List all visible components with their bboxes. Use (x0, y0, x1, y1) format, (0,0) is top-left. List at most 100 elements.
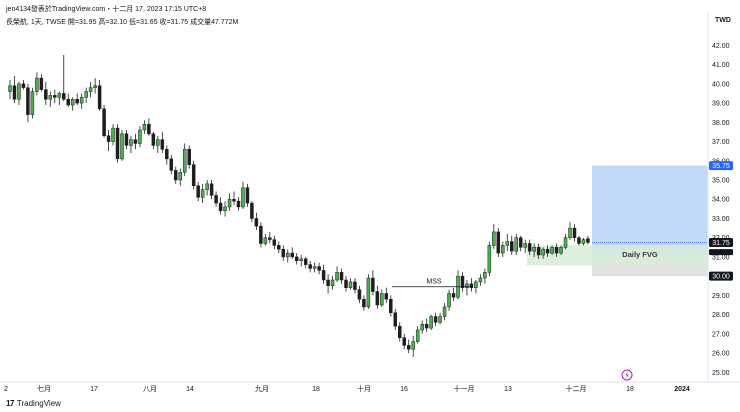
annotations-layer: MSS Daily FVG (392, 242, 708, 381)
volume-label: 成交量 (190, 19, 212, 26)
y-tick-label: 37.00 (712, 139, 730, 146)
x-tick-label: 七月 (37, 384, 51, 393)
open-value: =31.95 (74, 19, 97, 26)
candle-down (572, 227, 577, 238)
candle-down (254, 218, 259, 227)
candle-up (205, 183, 209, 190)
price-tag-label: 35.75 (712, 163, 730, 170)
candle-down (536, 247, 541, 256)
candle-down (133, 139, 138, 144)
candle-up (559, 247, 563, 254)
x-tick-label: 八月 (143, 385, 157, 393)
tradingview-logo-icon: 17 (6, 399, 14, 408)
candle-down (39, 77, 44, 90)
candle-down (97, 85, 102, 110)
candle-up (483, 272, 487, 279)
candle-down (577, 237, 581, 244)
y-tick-label: 25.00 (712, 370, 730, 377)
candle-up (532, 247, 536, 252)
low-label: 低 (128, 19, 136, 26)
candle-down (375, 291, 380, 306)
y-tick-label: 29.00 (712, 293, 730, 300)
candle-down (147, 123, 151, 135)
candle-up (568, 227, 572, 238)
x-tick-label: 十二月 (566, 384, 587, 393)
y-tick-label: 33.00 (712, 216, 730, 223)
x-tick-label: 十月 (357, 384, 371, 393)
risk-reward-target-zone (592, 165, 708, 255)
high-value: =32.10 (105, 19, 128, 26)
candle-down (294, 256, 299, 262)
x-tick-label: 14 (186, 386, 194, 393)
candle-down (214, 195, 218, 204)
candles-layer (8, 55, 590, 357)
candle-down (124, 133, 129, 146)
candle-up (156, 139, 160, 146)
candle-down (174, 170, 178, 181)
candle-down (389, 298, 393, 313)
candle-down (290, 252, 294, 258)
candle-down (196, 185, 200, 198)
candle-up (447, 293, 451, 308)
event-marker-icon (621, 369, 633, 381)
candle-up (514, 237, 518, 252)
candle-down (393, 312, 398, 327)
candle-down (518, 237, 523, 248)
candle-up (523, 243, 527, 248)
y-tick-label: 31.00 (712, 254, 730, 261)
candle-down (245, 187, 250, 204)
candle-up (487, 245, 492, 273)
daily-fvg-zone (527, 245, 708, 266)
candle-up (142, 123, 147, 131)
mss-label: MSS (426, 279, 442, 286)
candle-down (317, 266, 321, 271)
candle-down (586, 238, 590, 243)
candle-down (402, 337, 406, 346)
y-tick-label: 40.00 (712, 81, 730, 88)
axes-layer: 42.0041.0040.0039.0038.0037.0036.0035.00… (4, 43, 733, 393)
symbol-info: 長榮航, 1天, TWSE (6, 19, 66, 26)
candle-down (165, 148, 169, 160)
candle-down (277, 245, 281, 250)
close-value: =31.75 (166, 19, 189, 26)
candle-up (84, 91, 88, 98)
candle-down (344, 279, 348, 288)
x-tick-label: 16 (400, 386, 408, 393)
candle-up (286, 252, 290, 258)
daily-fvg-label: Daily FVG (622, 250, 658, 259)
y-tick-label: 34.00 (712, 197, 730, 204)
price-tag-30-00 (709, 271, 733, 281)
price-tag-label: 30.00 (712, 274, 730, 281)
candle-up (429, 316, 433, 329)
candle-down (496, 231, 501, 254)
candle-down (469, 283, 474, 288)
candle-up (550, 247, 554, 254)
candle-down (218, 202, 223, 212)
candle-down (75, 98, 79, 104)
high-label: 高 (98, 19, 106, 26)
y-tick-label: 39.00 (712, 101, 730, 108)
candle-up (241, 187, 245, 208)
candle-down (424, 323, 429, 329)
candle-down (371, 277, 375, 292)
candle-up (263, 237, 268, 244)
candle-up (415, 329, 420, 342)
candle-up (111, 127, 115, 142)
candle-down (272, 239, 277, 246)
volume-value: 47.772M (211, 19, 239, 26)
candle-down (209, 183, 214, 196)
price-tag-31-75 (709, 238, 733, 247)
candle-down (53, 95, 57, 98)
candle-up (420, 323, 424, 331)
candle-up (8, 85, 12, 92)
footer-brand: TradingView (16, 399, 61, 408)
x-tick-label: 17 (90, 386, 98, 393)
candle-up (48, 95, 53, 100)
candle-up (366, 277, 371, 308)
candle-down (303, 258, 308, 265)
lightning-icon (625, 371, 629, 379)
candle-up (57, 93, 62, 98)
publisher-line: jen4134發表於TradingView.com・十二月 17, 2023 1… (6, 6, 207, 13)
close-label: 收 (159, 19, 167, 26)
